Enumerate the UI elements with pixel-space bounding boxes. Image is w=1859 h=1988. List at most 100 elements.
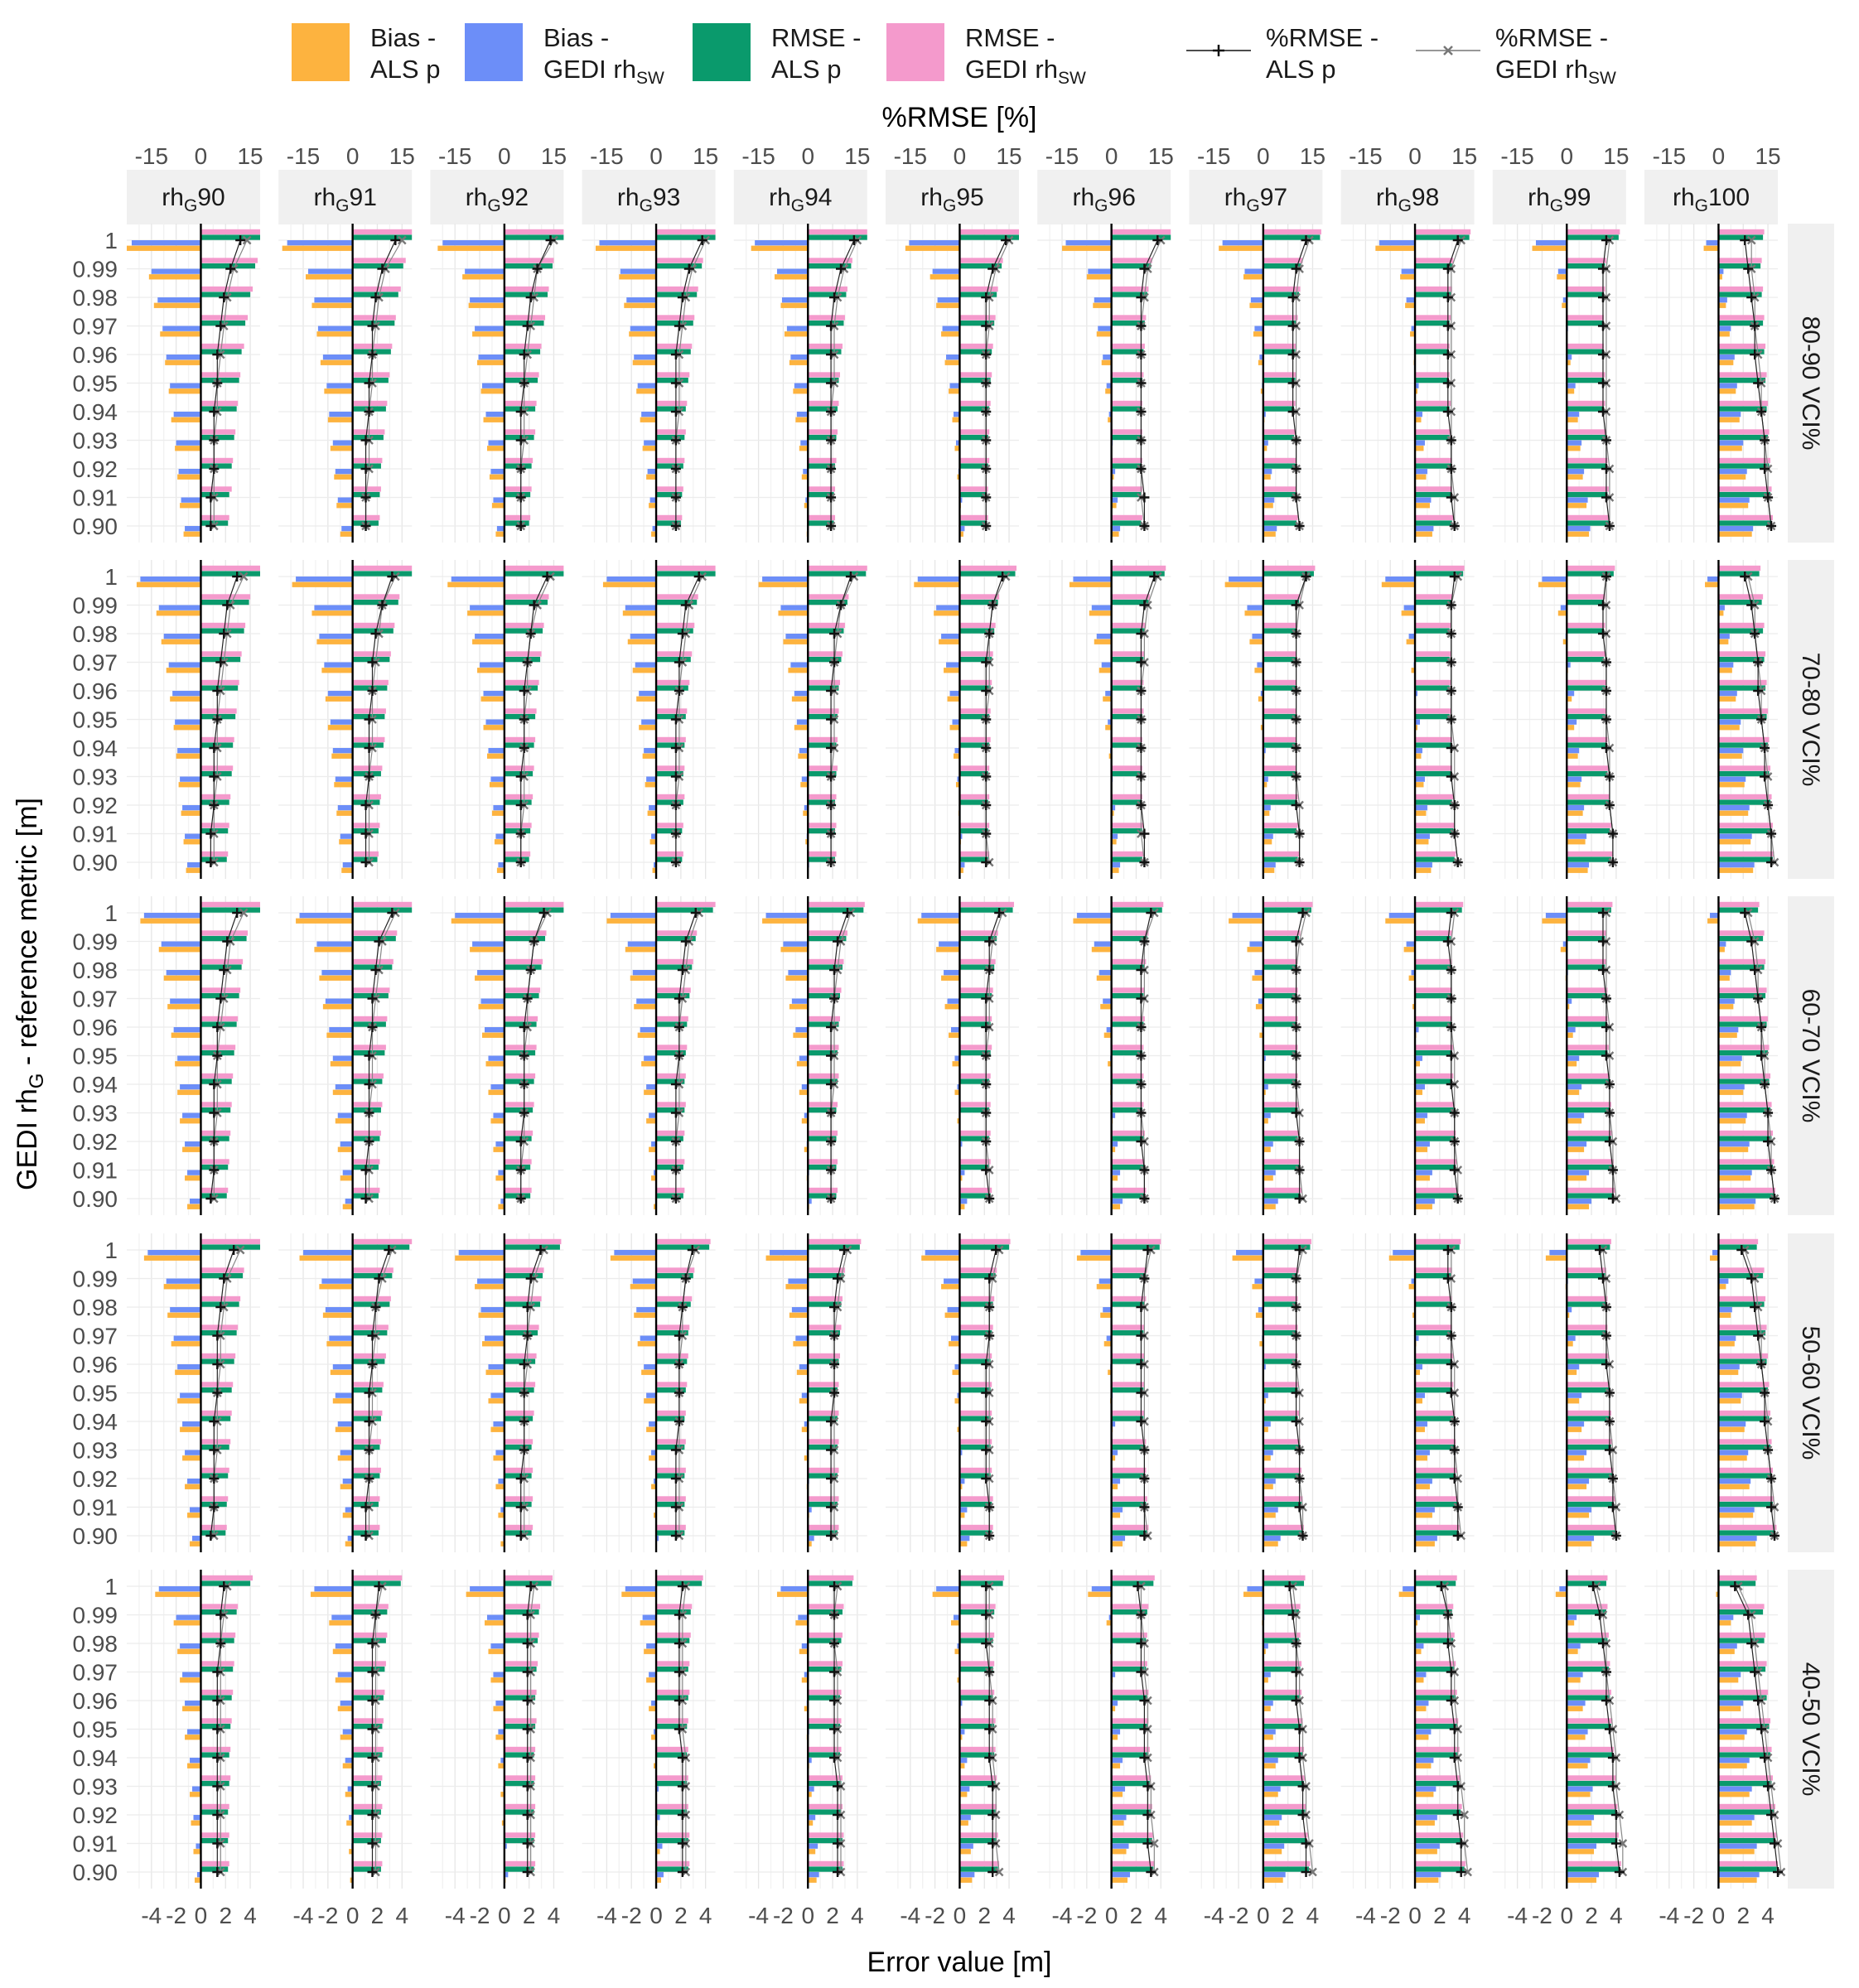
bar (127, 245, 201, 251)
pct-marker (387, 572, 398, 581)
pct-marker (670, 435, 681, 446)
bar (646, 474, 657, 480)
bar (794, 383, 809, 388)
bar (959, 1815, 971, 1821)
bar (1111, 851, 1144, 857)
top-tick-label: 0 (498, 143, 511, 169)
bar (954, 1398, 960, 1404)
bar (1567, 1112, 1585, 1118)
pct-marker (826, 857, 837, 867)
bar (504, 628, 543, 634)
column-strip-bg (733, 170, 867, 224)
pct-marker (1760, 464, 1770, 474)
bar (917, 918, 960, 924)
bar (1557, 268, 1567, 274)
bar (1111, 377, 1142, 384)
bar (1263, 234, 1321, 240)
bar (647, 469, 657, 475)
bar (488, 1364, 505, 1370)
bar (451, 577, 505, 582)
bar (200, 234, 260, 240)
bar (504, 599, 548, 606)
bar (175, 446, 201, 451)
bar (644, 1398, 657, 1404)
bar (959, 1073, 991, 1079)
bar (799, 1089, 809, 1095)
pct-marker (212, 686, 223, 696)
bar (1718, 1467, 1774, 1474)
bar (1111, 1775, 1152, 1781)
bar (1263, 491, 1296, 498)
pct-marker (1136, 1359, 1147, 1369)
bar (1111, 406, 1142, 412)
bar (1111, 1536, 1126, 1542)
pct-marker (981, 686, 992, 696)
bar (482, 383, 505, 388)
pct-marker (360, 857, 371, 867)
column-strip-label-part: 100 (1708, 184, 1750, 211)
bar (1393, 1250, 1416, 1256)
bar (504, 292, 548, 297)
pct-marker (1136, 378, 1147, 388)
bar (504, 1353, 537, 1359)
bar (808, 1752, 841, 1758)
pct-marker (525, 292, 536, 302)
pct-marker (1136, 657, 1147, 668)
pct-marker (209, 435, 220, 446)
pct-marker (981, 1609, 992, 1620)
top-tick-label: 0 (346, 143, 360, 169)
pct-marker (1766, 1502, 1777, 1513)
y-tick-label: 0.95 (73, 1381, 118, 1407)
pct-marker (981, 1474, 992, 1484)
bar (1076, 1255, 1112, 1261)
bar (1263, 1382, 1300, 1387)
bar (1263, 839, 1272, 845)
bar (1718, 1084, 1745, 1090)
bar (1263, 651, 1297, 657)
bar (1718, 1541, 1756, 1546)
bar (808, 930, 847, 936)
bar (1718, 622, 1765, 629)
bar (490, 1392, 505, 1398)
pct-marker (680, 1273, 691, 1284)
bar (1567, 1021, 1606, 1027)
bar (340, 1484, 353, 1489)
bar (1718, 1284, 1726, 1290)
bar (1415, 1763, 1432, 1768)
bar (1542, 918, 1567, 924)
bar (641, 1061, 657, 1067)
bar (148, 274, 201, 280)
bar (1567, 377, 1604, 384)
bar (166, 355, 201, 360)
bar (656, 349, 691, 355)
pct-marker (1610, 1531, 1621, 1541)
bar (180, 1426, 201, 1432)
bar (1718, 1369, 1739, 1375)
bar (180, 1118, 201, 1124)
pct-marker (848, 235, 859, 245)
bar (1415, 1648, 1422, 1654)
bar (1263, 1849, 1282, 1855)
pct-marker (670, 492, 681, 503)
pct-marker (390, 235, 401, 245)
bar (1567, 651, 1606, 657)
bar (352, 1661, 386, 1667)
bar (314, 297, 353, 303)
bar (341, 526, 353, 532)
pct-marker (1139, 263, 1150, 274)
bar (1111, 1609, 1147, 1615)
bar (651, 1701, 657, 1706)
bar (947, 696, 960, 702)
bar (485, 1061, 505, 1067)
bar (1111, 1358, 1144, 1364)
bar (482, 1341, 505, 1347)
pct-marker (1291, 1638, 1301, 1648)
pct-marker (367, 1838, 378, 1849)
bar (1567, 725, 1575, 731)
bar (800, 440, 809, 446)
pct-marker (1597, 292, 1608, 302)
bar (493, 1112, 505, 1118)
pct-marker (519, 1359, 529, 1369)
bar (1718, 1278, 1729, 1284)
bar (1567, 1141, 1587, 1147)
